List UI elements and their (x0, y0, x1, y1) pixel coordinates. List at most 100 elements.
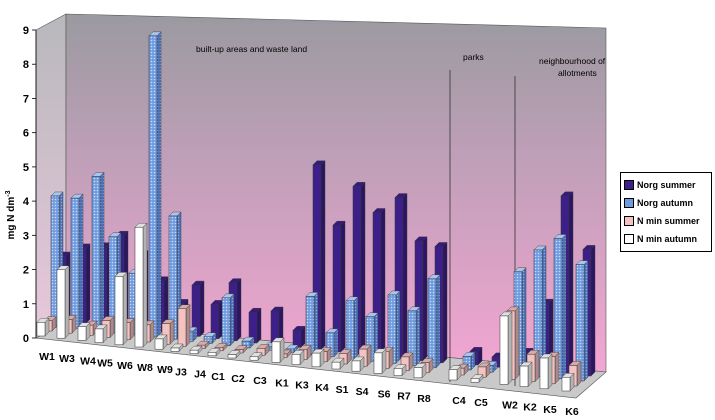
bar-front (351, 360, 361, 372)
bar (114, 271, 128, 346)
bar (161, 319, 175, 345)
bars-layer (36, 31, 596, 392)
bar-front (539, 357, 549, 390)
bar-front (207, 352, 217, 357)
y-tick-label: 0 (23, 333, 29, 345)
bar-side (340, 220, 346, 353)
x-tick-label: K6 (565, 406, 579, 418)
bar-side (236, 278, 242, 342)
bar (413, 363, 427, 379)
bar-front (271, 341, 281, 363)
bar (561, 372, 575, 392)
x-tick-label: C4 (452, 395, 466, 407)
bar (91, 171, 105, 331)
bar (77, 322, 91, 341)
bar-front (189, 349, 199, 354)
legend-label: Norg autumn (637, 198, 693, 208)
bar-front (94, 328, 104, 343)
bar-front (499, 315, 509, 385)
bar-front (91, 176, 101, 331)
bar (207, 347, 221, 357)
bar (154, 334, 168, 350)
bar-side (583, 260, 589, 382)
bar-side (313, 291, 319, 356)
bar-front (170, 347, 180, 352)
bar-side (78, 193, 84, 329)
bar-front (36, 322, 46, 337)
bar (387, 290, 401, 364)
bar (448, 365, 462, 381)
bar-front (177, 308, 187, 347)
legend-item-nmin-summer: N min summer (624, 212, 708, 230)
bar-front (561, 377, 571, 392)
bar-front (373, 352, 383, 374)
bar-side (521, 267, 527, 375)
x-tick-label: K5 (543, 404, 557, 416)
legend: Norg summer Norg autumn N min summer N m… (620, 172, 712, 252)
bar-front (56, 269, 66, 339)
x-tick-label: K4 (315, 382, 329, 394)
bar-front (77, 326, 87, 341)
bar-side (333, 328, 339, 358)
bar-side (185, 304, 191, 347)
bar (331, 357, 345, 370)
bar (249, 352, 263, 361)
bar (241, 336, 255, 349)
bar (177, 304, 191, 347)
bar-side (320, 160, 326, 351)
bar-side (122, 271, 128, 346)
annotation-built-up: built-up areas and waste land (196, 44, 307, 54)
bar-side (99, 171, 105, 331)
bar (393, 364, 407, 377)
bar-side (353, 296, 359, 360)
y-tick-label: 4 (23, 196, 30, 208)
annotation-neighbourhood: neighbourhood of (539, 56, 606, 66)
bar-front (413, 367, 423, 379)
annotation-parks: parks (463, 52, 484, 62)
bar (373, 348, 387, 374)
x-tick-label: C5 (474, 397, 488, 409)
bar (134, 222, 148, 348)
bar (203, 332, 217, 345)
bar (477, 362, 491, 378)
bar-front (148, 35, 158, 338)
y-axis-label: mg N dm-3 (5, 190, 17, 239)
bar (407, 306, 421, 367)
bar-front (227, 354, 237, 359)
legend-label: N min summer (637, 216, 700, 226)
x-tick-label: W2 (502, 399, 518, 411)
bar-front (393, 368, 403, 376)
legend-label: N min autumn (637, 234, 697, 244)
bar-side (534, 349, 540, 383)
bar-side (395, 290, 401, 364)
bar-side (507, 311, 513, 385)
x-tick-label: K2 (523, 402, 537, 414)
y-tick-label: 5 (23, 162, 29, 174)
legend-swatch-norg-autumn (624, 198, 634, 208)
bar (170, 343, 184, 352)
x-tick-label: C1 (211, 371, 225, 383)
x-tick-label: W5 (97, 358, 113, 370)
bar-front (221, 297, 231, 347)
bar-side (199, 280, 205, 337)
y-axis: 0 1 2 3 4 5 6 7 8 9 (23, 25, 37, 345)
x-tick-label: K3 (295, 380, 309, 392)
bar (519, 361, 533, 388)
bar-side (402, 193, 408, 359)
x-tick-label: W4 (80, 355, 96, 367)
bar (70, 193, 84, 329)
bar-side (380, 207, 386, 357)
bar (470, 374, 484, 383)
bar-side (568, 191, 574, 375)
x-tick-label: C2 (231, 373, 245, 385)
bar (311, 348, 325, 368)
bar (427, 274, 441, 369)
bar (345, 296, 359, 360)
bar-front (331, 361, 341, 370)
bar-side (547, 353, 553, 390)
bar (292, 325, 306, 348)
bar (221, 293, 235, 347)
bar (191, 280, 205, 337)
bar-front (470, 378, 480, 383)
